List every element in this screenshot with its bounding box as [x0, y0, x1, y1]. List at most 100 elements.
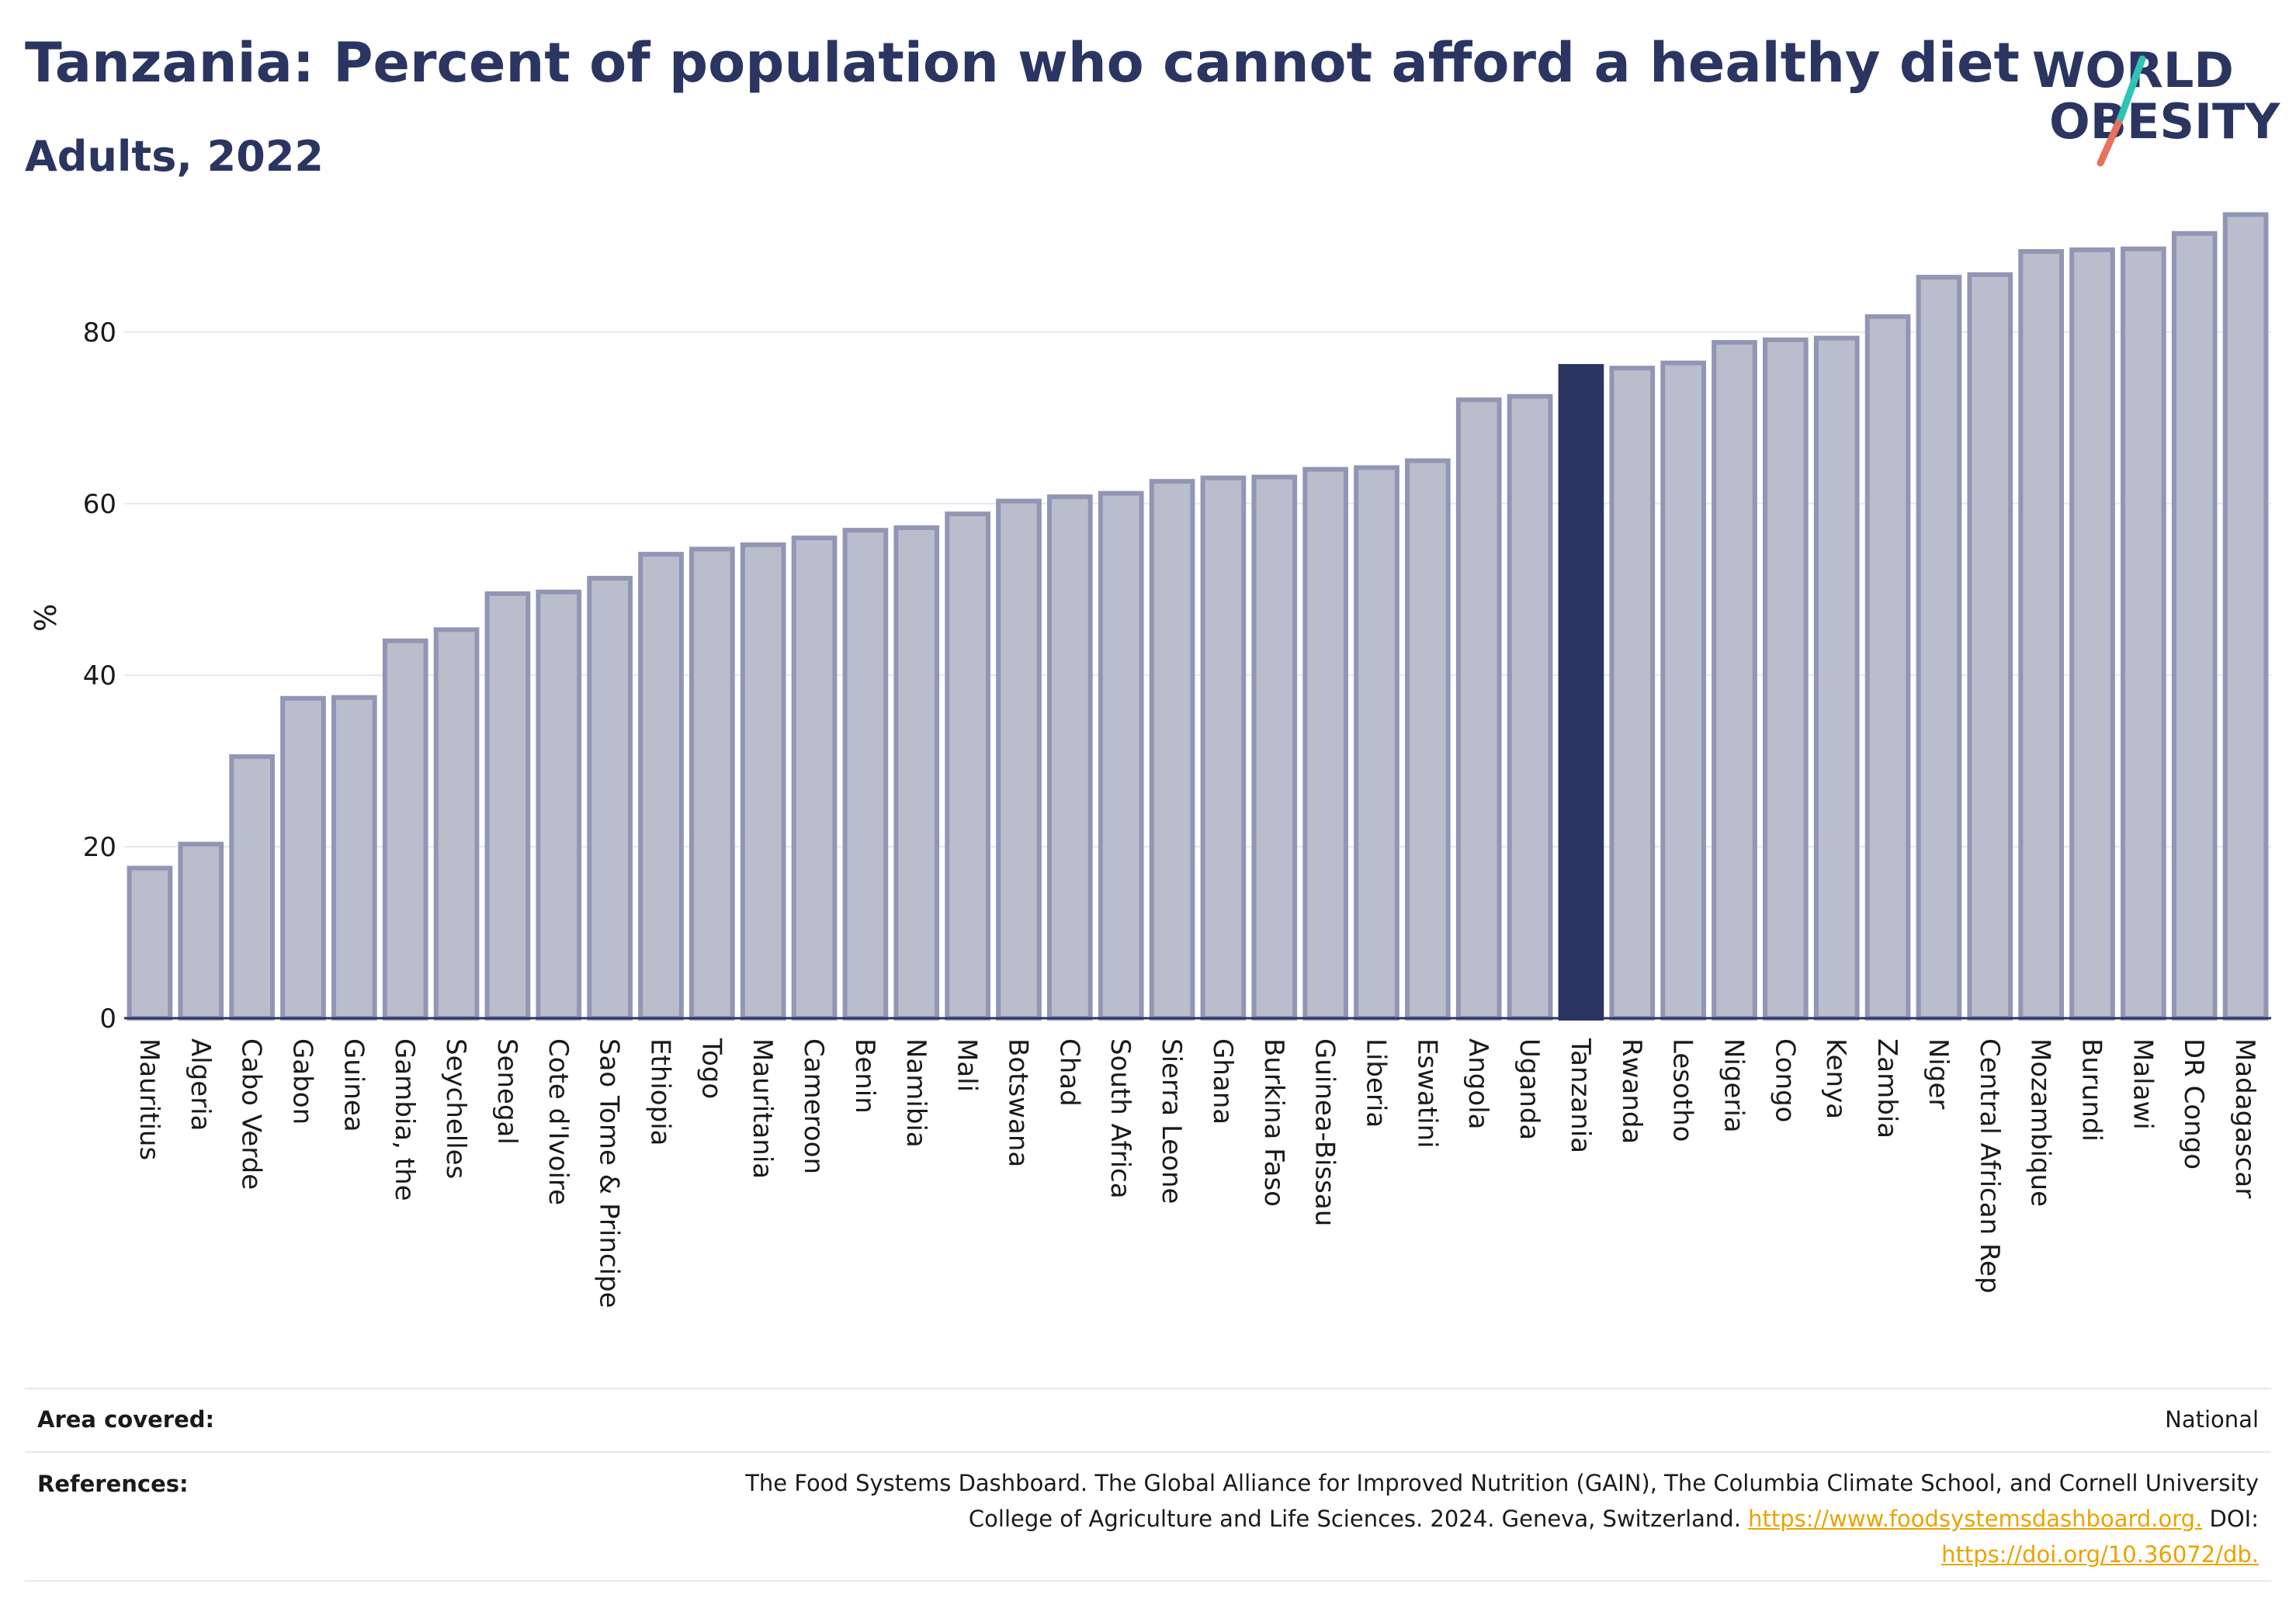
x-tick-label: Uganda [1514, 1038, 1545, 1140]
bar [2222, 212, 2269, 1021]
x-tick-label: Sierra Leone [1156, 1038, 1187, 1204]
x-tick-label: Tanzania [1565, 1038, 1596, 1153]
bar [1047, 494, 1093, 1021]
grid-lines [124, 331, 2271, 847]
world-obesity-logo: WORLD OBESITY [2018, 31, 2282, 171]
bar [178, 841, 224, 1021]
x-tick-label: Gabon [287, 1038, 318, 1125]
references-line1: The Food Systems Dashboard. The Global A… [745, 1470, 2259, 1496]
x-tick-label: Benin [849, 1038, 880, 1114]
bar [1455, 397, 1502, 1021]
x-tick-label: DR Congo [2178, 1038, 2209, 1170]
bar [2069, 247, 2115, 1021]
x-tick-label: Kenya [1820, 1038, 1851, 1119]
bar [127, 865, 173, 1021]
bar [229, 754, 275, 1021]
x-tick-label: Sao Tome & Principe [594, 1038, 625, 1308]
references-line2: College of Agriculture and Life Sciences… [745, 1501, 2259, 1537]
x-tick-label: Seychelles [440, 1038, 471, 1179]
x-tick-label: Malawi [2127, 1038, 2158, 1130]
bar [1609, 366, 1656, 1021]
bar [1507, 393, 1553, 1021]
x-tick-label: Burundi [2076, 1038, 2107, 1142]
bar [1864, 314, 1911, 1021]
x-tick-label: Nigeria [1719, 1038, 1750, 1133]
x-tick-label: Ethiopia [645, 1038, 676, 1145]
bar [280, 695, 326, 1021]
y-tick-label: 20 [83, 832, 116, 863]
bar-chart: 0 20 40 60 80 Mauritius Algeria Cabo Verde Gabo… [29, 212, 2271, 1308]
bar [433, 627, 480, 1021]
x-tick-label: Togo [695, 1038, 727, 1099]
bars [127, 212, 2269, 1021]
x-tick-label: Madagascar [2229, 1038, 2260, 1198]
x-tick-label: Congo [1769, 1038, 1800, 1122]
bar [1916, 275, 1962, 1021]
x-tick-label: Eswatini [1411, 1038, 1442, 1149]
doi-label: DOI: [2209, 1506, 2259, 1532]
x-tick-label: Ghana [1207, 1038, 1238, 1125]
references-text: The Food Systems Dashboard. The Global A… [745, 1465, 2259, 1572]
footer-divider-top [25, 1388, 2271, 1389]
logo-slash-teal [2117, 55, 2146, 122]
page-subtitle: Adults, 2022 [25, 132, 324, 181]
x-tick-label: Algeria [185, 1038, 216, 1131]
bar [1251, 474, 1298, 1021]
x-tick-label: Angola [1462, 1038, 1493, 1129]
logo-mark: WORLD OBESITY [2032, 42, 2280, 167]
x-tick-label: Cote d'Ivoire [543, 1038, 574, 1205]
area-covered-label: Area covered: [37, 1406, 215, 1433]
bar [740, 542, 786, 1021]
x-tick-label: Senegal [491, 1038, 522, 1145]
bar [2018, 248, 2064, 1021]
y-tick-label: 40 [83, 660, 116, 691]
x-tick-label: Mozambique [2025, 1038, 2056, 1207]
x-tick-label: Chad [1053, 1038, 1084, 1107]
x-tick-label: Burkina Faso [1258, 1038, 1289, 1207]
y-tick-labels: 0 20 40 60 80 [83, 317, 116, 1035]
logo-line2: OBESITY [2049, 93, 2280, 150]
bar [1763, 337, 1809, 1021]
x-tick-label: Mali [952, 1038, 983, 1092]
x-tick-label: Zambia [1871, 1038, 1902, 1139]
category-labels: Mauritius Algeria Cabo Verde Gabon Guinea Gam… [134, 1038, 2260, 1308]
bar [638, 552, 684, 1021]
footer-divider-bottom [25, 1580, 2271, 1582]
bar [1660, 360, 1706, 1021]
x-tick-label: Gambia, the [389, 1038, 420, 1201]
bar [945, 511, 990, 1021]
x-tick-label: Liberia [1361, 1038, 1392, 1128]
logo-slash-coral [2097, 114, 2124, 167]
x-tick-label: Cabo Verde [236, 1038, 267, 1190]
doi-link[interactable]: https://doi.org/10.36072/db. [1941, 1541, 2259, 1568]
foodsystems-link[interactable]: https://www.foodsystemsdashboard.org. [1748, 1506, 2203, 1532]
x-tick-label: Rwanda [1616, 1038, 1647, 1144]
x-tick-label: Cameroon [798, 1038, 829, 1174]
y-axis-title: % [29, 604, 63, 632]
bar [1712, 340, 1757, 1021]
references-label: References: [37, 1471, 189, 1497]
bar [1302, 466, 1348, 1021]
bar [1200, 475, 1247, 1021]
x-tick-label: Mauritania [747, 1038, 778, 1179]
bar [1098, 490, 1144, 1021]
page-title: Tanzania: Percent of population who cann… [25, 31, 2020, 95]
x-tick-label: Guinea [338, 1038, 369, 1132]
x-tick-label: Botswana [1003, 1038, 1034, 1167]
y-tick-label: 60 [83, 489, 116, 520]
bar [2121, 246, 2166, 1021]
footer-divider-mid [25, 1451, 2271, 1453]
x-tick-label: Central African Rep [1974, 1038, 2005, 1294]
bar [1813, 335, 1860, 1021]
bar [331, 695, 377, 1021]
x-tick-label: Namibia [900, 1038, 931, 1148]
bar [484, 591, 531, 1021]
bar [2171, 230, 2218, 1021]
bar [1558, 364, 1604, 1021]
bar [1405, 458, 1451, 1021]
bar [893, 525, 940, 1021]
x-tick-label: Niger [1923, 1038, 1954, 1109]
x-tick-label: Guinea-Bissau [1309, 1038, 1340, 1226]
y-tick-label: 80 [83, 317, 116, 348]
x-tick-label: Lesotho [1667, 1038, 1698, 1142]
